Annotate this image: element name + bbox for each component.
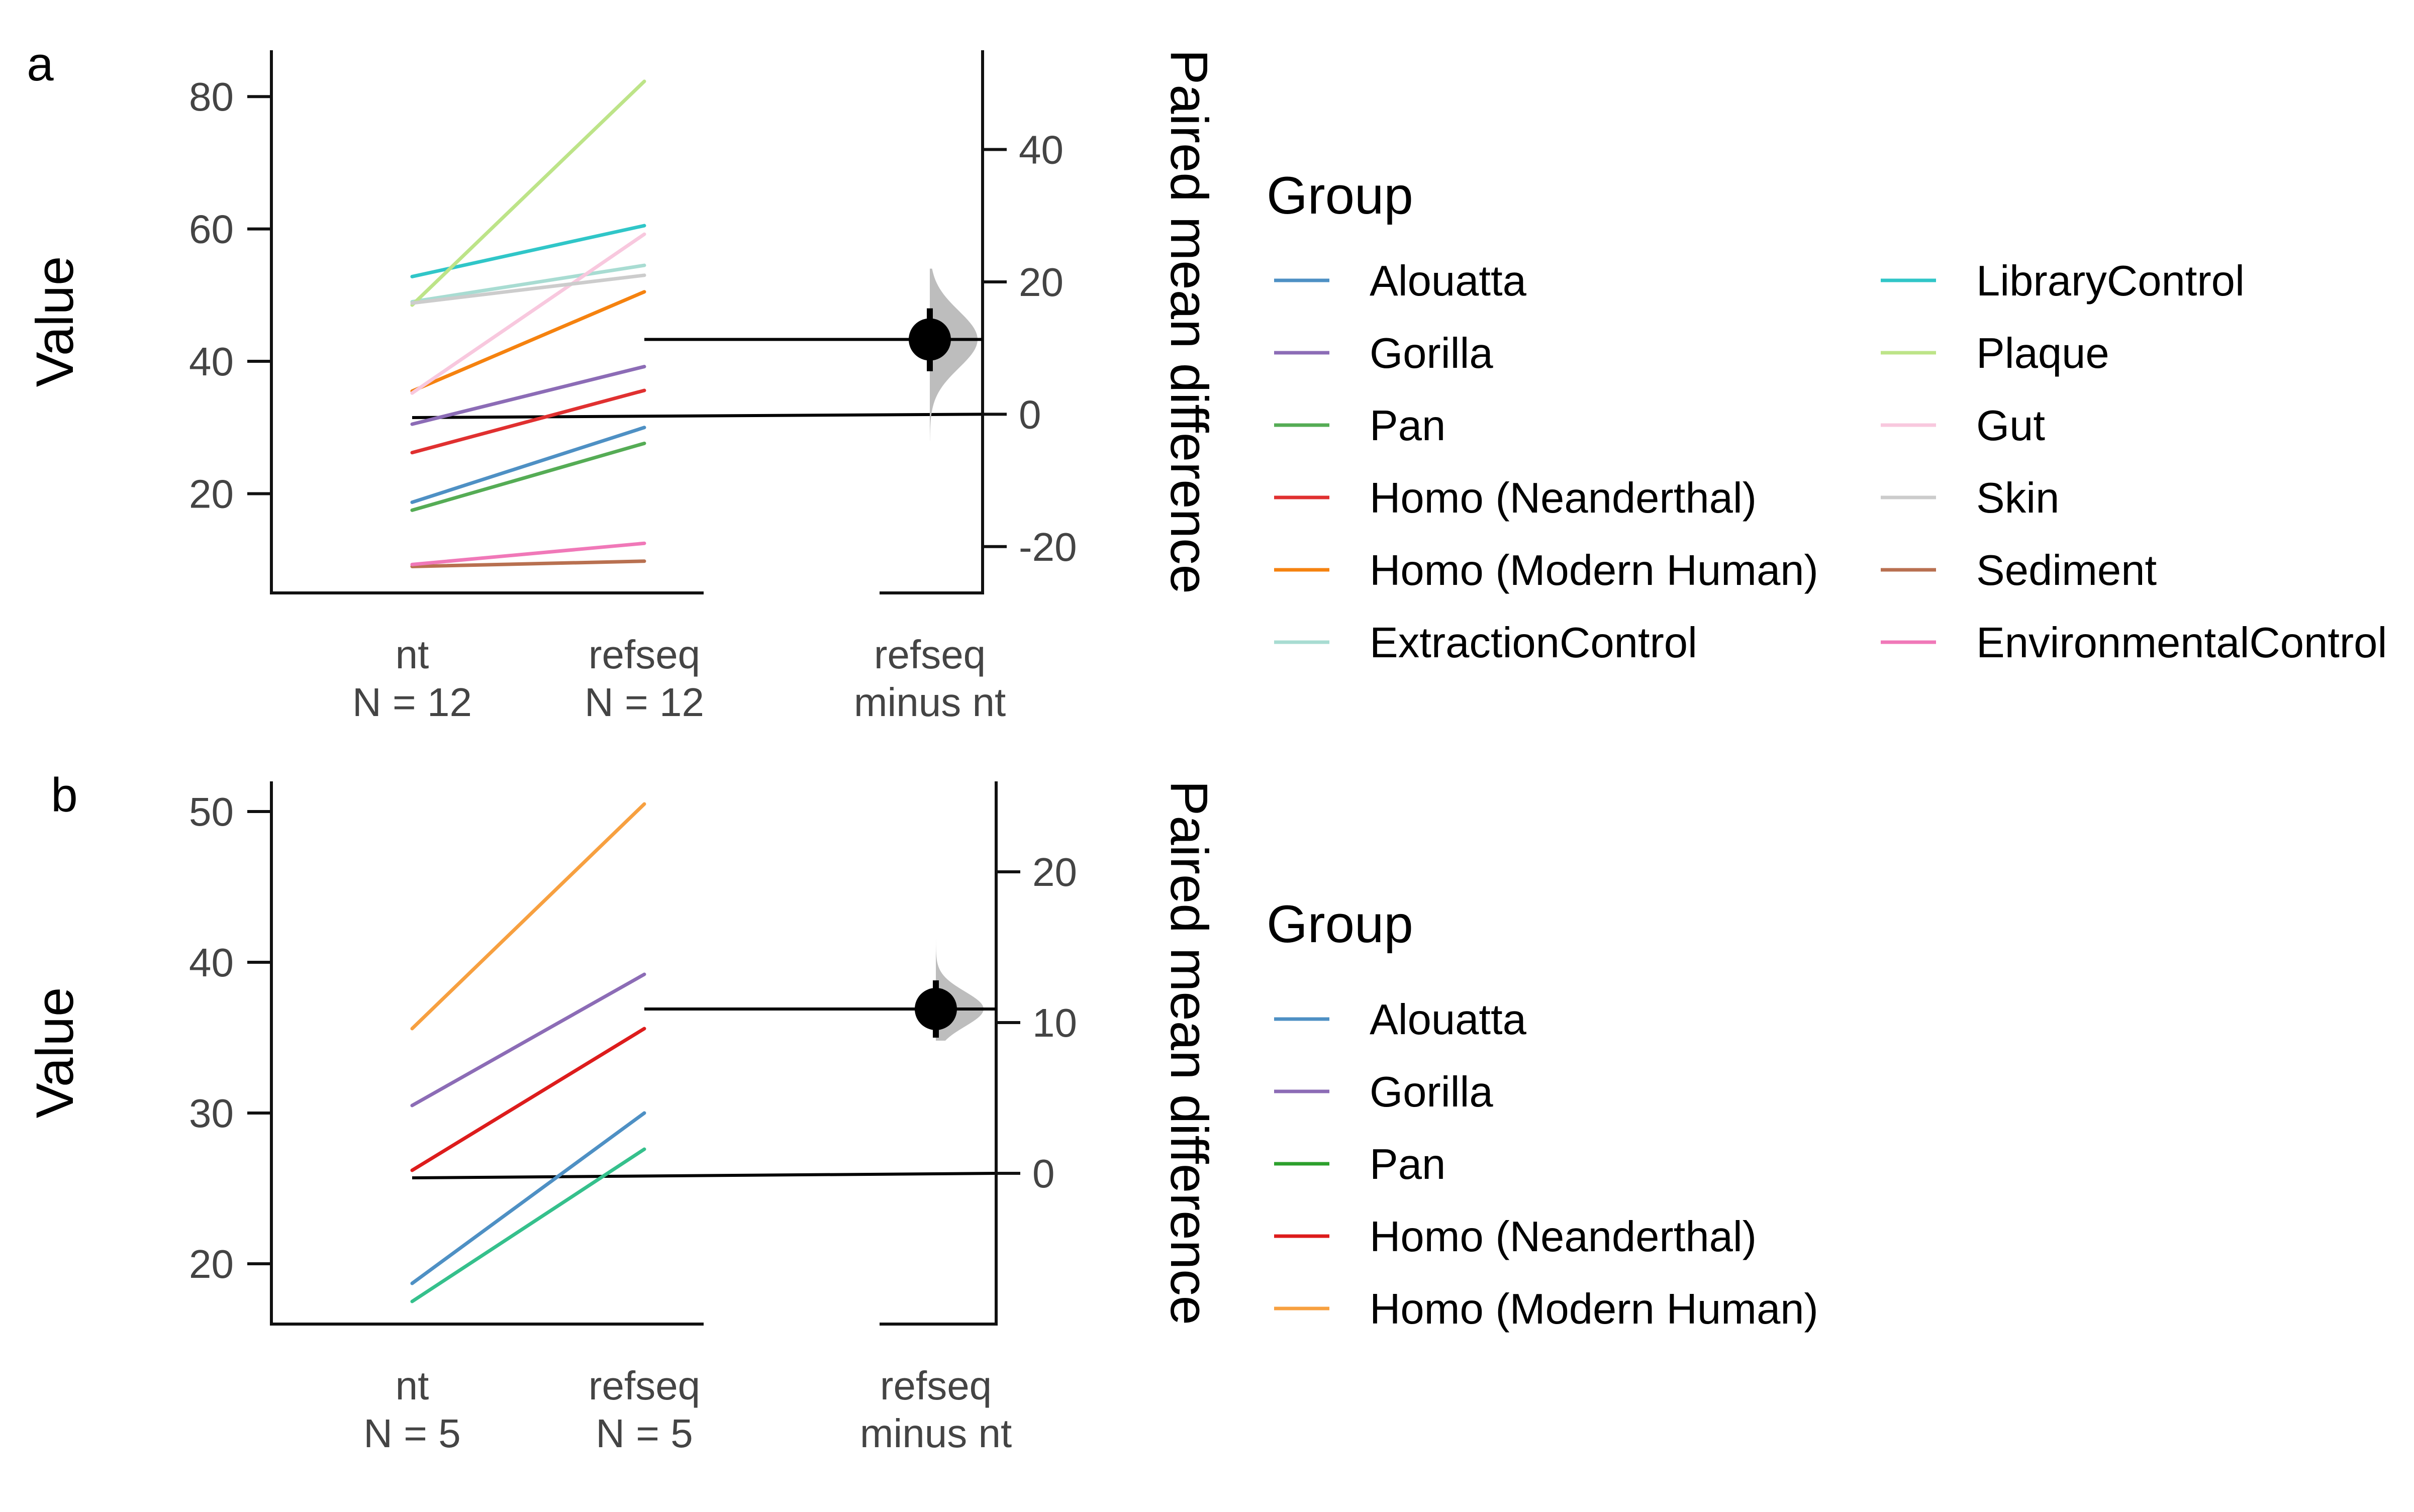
legend-label: Homo (Modern Human) — [1370, 1285, 1818, 1333]
mean-difference-point — [915, 988, 957, 1030]
y2-tick-label: 20 — [1032, 850, 1077, 894]
paired-line-homo-modern-human- — [410, 290, 646, 393]
legend-label: Alouatta — [1370, 257, 1527, 305]
y-axis-label: Value — [26, 987, 84, 1119]
paired-line-librarycontrol — [410, 224, 646, 278]
mean-difference-point — [909, 318, 951, 361]
legend-label: ExtractionControl — [1370, 619, 1697, 667]
panel-label: b — [51, 768, 77, 822]
y-tick-label: 30 — [189, 1091, 234, 1136]
legend-label: Gorilla — [1370, 1068, 1493, 1116]
y2-tick-label: 10 — [1032, 1000, 1077, 1045]
legend-label: Homo (Neanderthal) — [1370, 1213, 1757, 1261]
y-tick-label: 20 — [189, 1242, 234, 1286]
y-axis-label: Value — [26, 256, 84, 387]
panel-label: a — [27, 37, 54, 91]
zero-reference-line — [412, 413, 983, 419]
x-tick-label: minus nt — [860, 1411, 1012, 1456]
paired-line-homo-modern-human- — [410, 802, 646, 1031]
paired-line-pan — [410, 441, 646, 512]
paired-line-alouatta — [410, 1111, 646, 1285]
y2-tick-label: 20 — [1019, 260, 1064, 305]
legend-label: EnvironmentalControl — [1976, 619, 2387, 667]
paired-line-homo-neanderthal- — [410, 388, 646, 455]
legend-label: Gut — [1976, 402, 2045, 450]
y-tick-label: 80 — [189, 74, 234, 119]
y2-axis-label: Paired mean difference — [1160, 780, 1218, 1325]
legend-title: Group — [1267, 895, 1413, 954]
legend-label: Alouatta — [1370, 996, 1527, 1044]
y2-tick-label: -20 — [1019, 525, 1077, 569]
paired-line-plaque — [410, 79, 646, 307]
y2-axis-label: Paired mean difference — [1160, 49, 1218, 594]
x-tick-label: refseq — [589, 1363, 700, 1408]
legend-label: Plaque — [1976, 330, 2109, 377]
x-tick-label: nt — [396, 1363, 429, 1408]
x-tick-label: N = 12 — [585, 680, 704, 725]
x-tick-label: N = 5 — [596, 1411, 693, 1456]
y-tick-label: 20 — [189, 471, 234, 516]
legend-title: Group — [1267, 166, 1413, 225]
x-tick-label: refseq — [874, 632, 986, 677]
y2-tick-label: 0 — [1019, 392, 1041, 437]
legend-label: Pan — [1370, 1141, 1445, 1188]
bootstrap-distribution — [930, 268, 978, 441]
paired-line-sediment — [410, 559, 646, 568]
paired-line-gorilla — [410, 365, 646, 426]
y-tick-label: 40 — [189, 339, 234, 384]
zero-reference-line — [412, 1172, 997, 1179]
paired-line-environmentalcontrol — [410, 541, 646, 566]
y-tick-label: 60 — [189, 207, 234, 252]
legend-label: LibraryControl — [1976, 257, 2245, 305]
legend-label: Skin — [1976, 474, 2059, 522]
paired-line-alouatta — [410, 426, 646, 505]
paired-line-gorilla — [410, 972, 646, 1107]
x-tick-label: N = 12 — [352, 680, 472, 725]
y-tick-label: 50 — [189, 789, 234, 834]
paired-line-extractioncontrol — [410, 263, 646, 304]
y2-tick-label: 0 — [1032, 1151, 1055, 1196]
paired-line-pan — [410, 1147, 646, 1303]
paired-line-skin — [410, 273, 646, 305]
paired-line-gut — [410, 232, 646, 395]
x-tick-label: N = 5 — [363, 1411, 460, 1456]
y-tick-label: 40 — [189, 940, 234, 985]
legend-label: Homo (Modern Human) — [1370, 547, 1818, 594]
x-tick-label: refseq — [589, 632, 700, 677]
legend-label: Sediment — [1976, 547, 2157, 594]
y2-tick-label: 40 — [1019, 128, 1064, 172]
x-tick-label: nt — [396, 632, 429, 677]
legend-label: Gorilla — [1370, 330, 1493, 377]
legend-label: Pan — [1370, 402, 1445, 450]
x-tick-label: refseq — [880, 1363, 992, 1408]
paired-line-homo-neanderthal- — [410, 1027, 646, 1172]
legend-label: Homo (Neanderthal) — [1370, 474, 1757, 522]
x-tick-label: minus nt — [854, 680, 1006, 725]
